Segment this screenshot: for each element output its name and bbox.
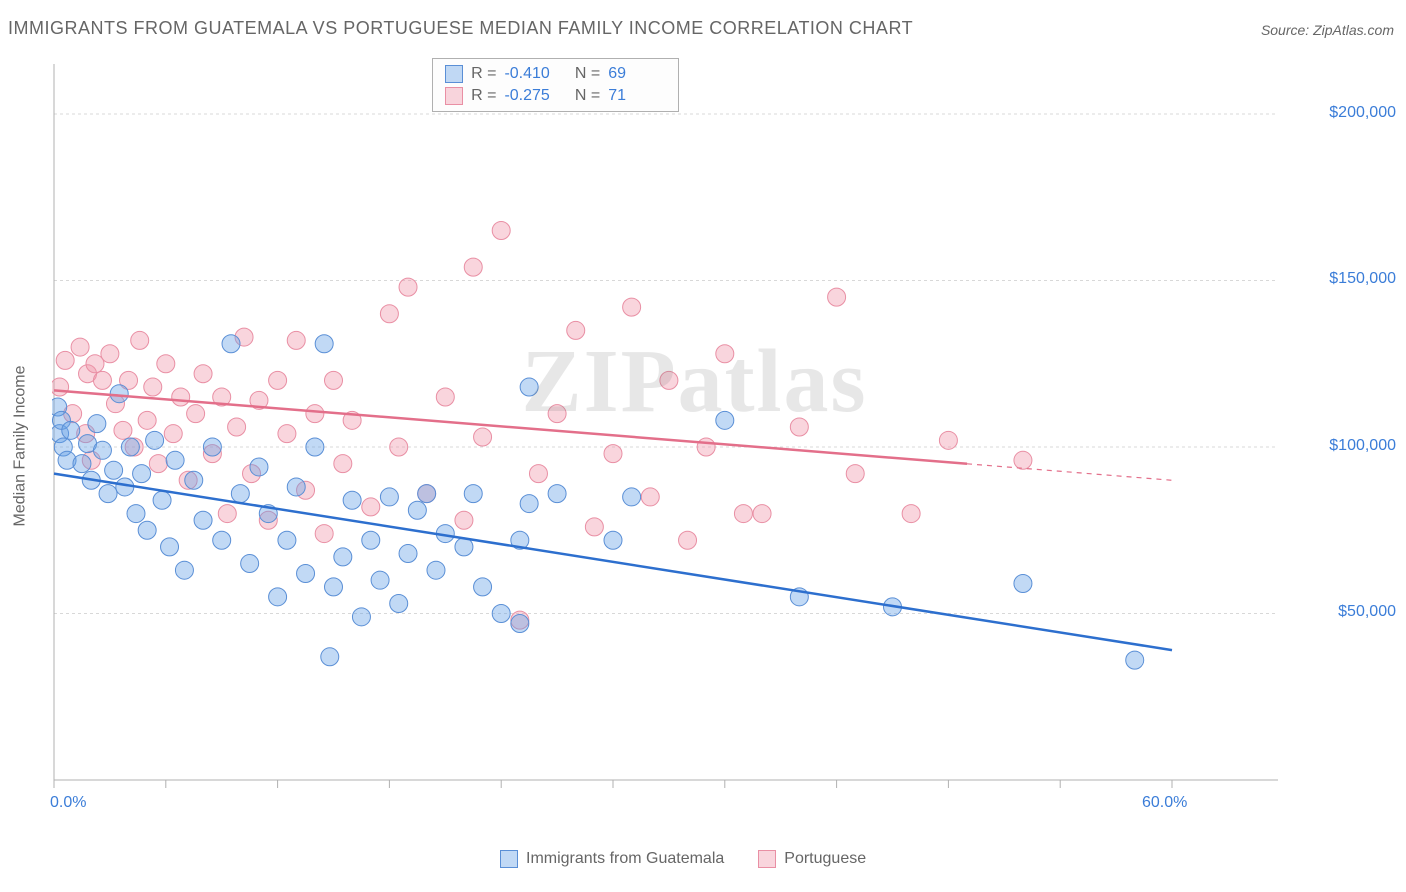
n-label: N = <box>570 63 600 85</box>
n-value-pink: 71 <box>608 85 666 107</box>
r-label: R = <box>471 63 496 85</box>
legend-item-blue: Immigrants from Guatemala <box>500 850 724 868</box>
series-legend: Immigrants from Guatemala Portuguese <box>500 850 866 868</box>
r-value-pink: -0.275 <box>504 85 562 107</box>
swatch-pink-icon <box>758 850 776 868</box>
y-tick-label: $100,000 <box>1329 437 1396 455</box>
legend-label-pink: Portuguese <box>784 850 866 868</box>
y-axis-label-wrapper: Median Family Income <box>8 0 32 892</box>
x-max-label: 60.0% <box>1142 794 1187 812</box>
swatch-pink-icon <box>445 87 463 105</box>
swatch-blue-icon <box>500 850 518 868</box>
y-tick-label: $200,000 <box>1329 104 1396 122</box>
correlation-legend: R = -0.410 N = 69 R = -0.275 N = 71 <box>432 58 679 112</box>
x-min-label: 0.0% <box>50 794 86 812</box>
swatch-blue-icon <box>445 65 463 83</box>
n-value-blue: 69 <box>608 63 666 85</box>
y-axis-label: Median Family Income <box>11 366 29 527</box>
legend-row-pink: R = -0.275 N = 71 <box>445 85 666 107</box>
scatter-plot <box>52 56 1282 816</box>
legend-item-pink: Portuguese <box>758 850 866 868</box>
y-tick-label: $150,000 <box>1329 270 1396 288</box>
legend-row-blue: R = -0.410 N = 69 <box>445 63 666 85</box>
n-label: N = <box>570 85 600 107</box>
r-label: R = <box>471 85 496 107</box>
source-label: Source: ZipAtlas.com <box>1261 22 1394 38</box>
y-tick-label: $50,000 <box>1338 603 1396 621</box>
chart-container: IMMIGRANTS FROM GUATEMALA VS PORTUGUESE … <box>0 0 1406 892</box>
r-value-blue: -0.410 <box>504 63 562 85</box>
chart-title: IMMIGRANTS FROM GUATEMALA VS PORTUGUESE … <box>8 18 913 39</box>
legend-label-blue: Immigrants from Guatemala <box>526 850 724 868</box>
